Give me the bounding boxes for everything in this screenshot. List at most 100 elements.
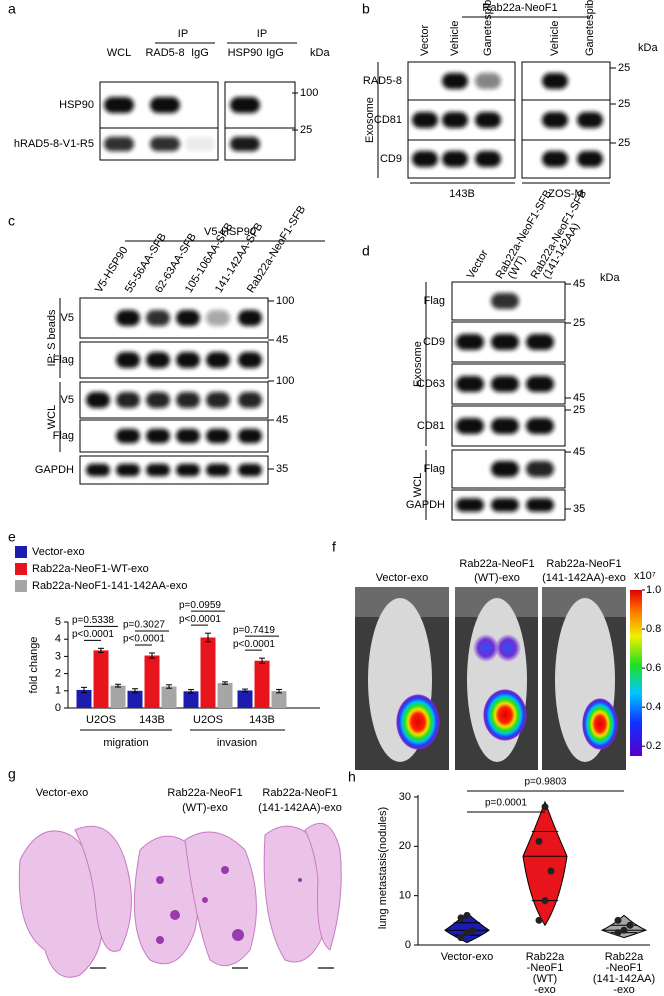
row-label: CD63 (417, 378, 445, 390)
ip-header: IP (178, 28, 188, 40)
tissue (133, 835, 200, 965)
blot-band (176, 392, 200, 408)
bar (144, 655, 160, 708)
y-tick-label: 4 (55, 633, 61, 645)
focus (221, 866, 229, 874)
focus (232, 929, 244, 941)
row-label: GAPDH (35, 464, 74, 476)
marker-label: 25 (618, 137, 630, 149)
panel-label: c (8, 213, 15, 229)
image-caption: Vector-exo (376, 572, 429, 584)
marker-label: 100 (300, 87, 318, 99)
blot-band (542, 151, 568, 167)
marker-label: 45 (276, 414, 288, 426)
marker-label: 25 (618, 62, 630, 74)
tissue (18, 830, 103, 978)
tissue (304, 822, 342, 951)
row-label: HSP90 (59, 99, 94, 111)
panel-label: e (8, 529, 16, 545)
blot-band (206, 352, 230, 368)
blot-band (475, 151, 501, 167)
row-label: Flag (53, 354, 74, 366)
blot-band (456, 334, 484, 350)
row-label: V5 (61, 312, 74, 324)
marker-label: 25 (573, 404, 585, 416)
bioluminescence-images (355, 587, 642, 770)
lane-label: Vector (419, 24, 431, 56)
data-point (541, 803, 549, 811)
legend-label: Vector-exo (32, 546, 85, 558)
blot-band (475, 112, 501, 128)
panel-label: h (348, 769, 356, 785)
blot-band (456, 498, 484, 512)
blot-frame (79, 381, 269, 419)
data-point (535, 916, 543, 924)
colorbar-unit: x10⁷ (634, 570, 656, 582)
blot-band (230, 136, 260, 152)
blot-band (442, 151, 468, 167)
lane-label: Ganetespib (584, 0, 596, 56)
image-caption: Rab22a-NeoF1 (546, 558, 621, 570)
blot-frame (79, 419, 269, 453)
blot-frame (79, 455, 269, 485)
blot-band (206, 428, 230, 444)
bar (127, 690, 143, 708)
x-tick-label: -NeoF1 (606, 962, 643, 974)
blot-band (146, 352, 170, 368)
row-label: CD81 (374, 114, 402, 126)
marker-label: 25 (300, 124, 312, 136)
lane-label: Vehicle (549, 21, 561, 56)
tissue (184, 831, 257, 967)
blot-band (150, 136, 180, 152)
x-tick-label: U2OS (193, 714, 223, 726)
row-label: V5 (61, 394, 74, 406)
bar (254, 660, 270, 708)
data-point (620, 926, 628, 934)
tissue (74, 825, 132, 952)
row-label: GAPDH (406, 499, 445, 511)
blot-band (176, 310, 200, 326)
focus (298, 878, 302, 882)
data-point (614, 916, 622, 924)
group-label: Exosome (364, 97, 376, 143)
row-label: CD9 (423, 336, 445, 348)
blot-band (238, 428, 262, 444)
group-label: migration (103, 737, 148, 749)
group-label: IP: S beads (46, 309, 58, 366)
cell-line: 143B (449, 188, 475, 200)
blot-band (116, 463, 140, 477)
panel-label: a (8, 1, 16, 17)
blot-band (442, 112, 468, 128)
lane-label: HSP90 (228, 47, 263, 59)
data-point (541, 897, 549, 905)
marker-label: 45 (573, 278, 585, 290)
marker-label: 45 (573, 446, 585, 458)
x-tick-label: Rab22a (605, 951, 644, 963)
bar (161, 686, 177, 708)
focus (170, 910, 180, 920)
group-label: invasion (217, 737, 257, 749)
focus (156, 936, 164, 944)
blot-band (491, 418, 519, 434)
cell-line: ZOS-M (548, 188, 583, 200)
blot-band (542, 73, 568, 89)
marker-label: 25 (573, 317, 585, 329)
violin (522, 800, 568, 927)
image-caption: (141-142AA)-exo (542, 572, 626, 584)
panel-label: b (362, 1, 370, 17)
unit-label: kDa (638, 42, 658, 54)
colorbar-tick-label: 0.4 (646, 701, 661, 713)
bar (217, 683, 233, 708)
annotation: p<0.0001 (233, 639, 275, 650)
blot-band (176, 463, 200, 477)
row-label: CD9 (380, 153, 402, 165)
blot-band (412, 151, 438, 167)
annotation: p=0.0001 (485, 798, 527, 809)
legend-swatch (15, 546, 27, 558)
x-tick-label: U2OS (86, 714, 116, 726)
blot-band (475, 73, 501, 89)
x-tick-label: -exo (613, 984, 634, 996)
x-tick-label: 143B (249, 714, 275, 726)
marker-label: 35 (276, 463, 288, 475)
